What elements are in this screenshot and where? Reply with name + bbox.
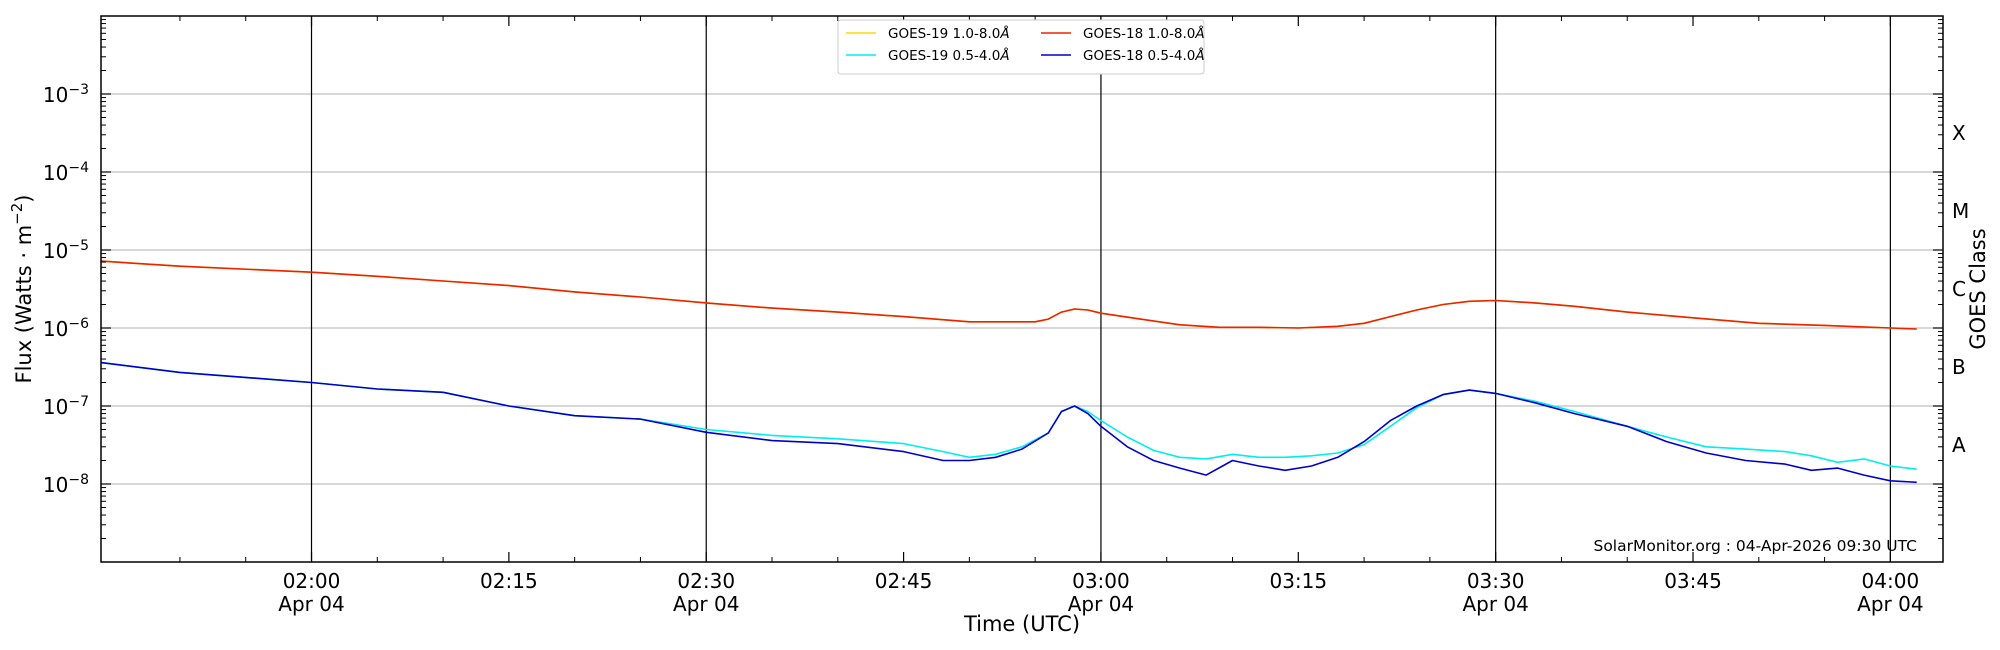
- goes-class-label: C: [1952, 277, 1966, 301]
- axis-ticks: [101, 16, 1943, 562]
- legend-item: GOES-18 1.0-8.0Å: [1041, 25, 1205, 42]
- legend-items: GOES-19 1.0-8.0Å GOES-18 1.0-8.0ÅGOES-19 …: [846, 25, 1205, 64]
- credit-text: SolarMonitor.org : 04-Apr-2026 09:30 UTC: [1593, 537, 1917, 555]
- x-tick-label: 02:45: [875, 569, 933, 593]
- goes-class-label: B: [1952, 355, 1966, 379]
- y-tick-label: 10−5: [43, 238, 89, 263]
- y-tick-exponent: −7: [68, 394, 89, 410]
- y-tick-exponent: −6: [68, 316, 89, 332]
- goes-class-label: M: [1952, 199, 1969, 223]
- legend-item: GOES-19 1.0-8.0Å: [846, 25, 1010, 42]
- legend-label-unit: Å: [999, 47, 1009, 64]
- legend-label-text: GOES-18 0.5-4.0: [1083, 48, 1195, 64]
- legend-label: GOES-19 1.0-8.0Å: [888, 25, 1010, 42]
- y-tick-exponent: −5: [68, 238, 89, 254]
- legend-label: GOES-18 1.0-8.0Å: [1083, 25, 1205, 42]
- x-tick-date: Apr 04: [1068, 592, 1134, 616]
- x-tick-label: 03:00: [1072, 569, 1130, 593]
- y-tick-exponent: −8: [68, 472, 89, 488]
- x-tick-date: Apr 04: [673, 592, 739, 616]
- x-tick-label: 02:15: [480, 569, 538, 593]
- y-tick-label: 10−8: [43, 472, 89, 497]
- x-tick-label: 02:30: [677, 569, 735, 593]
- legend-label-unit: Å: [1194, 47, 1204, 64]
- series-line-2: [100, 361, 1917, 470]
- legend-label-text: GOES-19 0.5-4.0: [888, 48, 1000, 64]
- y-tick-base: 10: [43, 395, 68, 419]
- y-tick-base: 10: [43, 473, 68, 497]
- y-tick-base: 10: [43, 161, 68, 185]
- x-tick-date: Apr 04: [1462, 592, 1528, 616]
- goes-class-axis-title: GOES Class: [1966, 228, 1990, 349]
- legend-label-unit: Å: [999, 25, 1009, 42]
- legend-label: GOES-19 0.5-4.0Å: [888, 47, 1010, 64]
- x-axis-title: Time (UTC): [963, 612, 1080, 636]
- legend-label-unit: Å: [1194, 25, 1204, 42]
- y-tick-base: 10: [43, 317, 68, 341]
- y-tick-exponent: −3: [68, 82, 89, 98]
- y-tick-base: 10: [43, 83, 68, 107]
- y-axis-title-close: ): [12, 194, 36, 202]
- y-tick-base: 10: [43, 239, 68, 263]
- goes-class-label: A: [1952, 433, 1966, 457]
- y-tick-label: 10−4: [43, 160, 89, 185]
- legend: GOES-19 1.0-8.0Å GOES-18 1.0-8.0ÅGOES-19 …: [837, 19, 1205, 75]
- series-line-0: [100, 260, 1917, 330]
- plot-area-frame: [100, 15, 1944, 563]
- x-tick-label: 03:45: [1664, 569, 1722, 593]
- x-tick-label: 03:15: [1269, 569, 1327, 593]
- goes-class-label: X: [1952, 121, 1966, 145]
- x-tick-label: 03:30: [1467, 569, 1525, 593]
- y-axis-title-exponent: −2: [8, 203, 26, 225]
- series-line-1: [100, 260, 1917, 330]
- x-tick-date: Apr 04: [1857, 592, 1923, 616]
- legend-box: [837, 19, 1205, 75]
- y-axis-title: Flux (Watts · m−2): [8, 194, 36, 383]
- y-axis-title-main: Flux (Watts · m: [12, 225, 36, 384]
- x-tick-date: Apr 04: [278, 592, 344, 616]
- y-tick-label: 10−6: [43, 316, 89, 341]
- x-tick-label: 04:00: [1862, 569, 1920, 593]
- series-layer: [100, 260, 1917, 484]
- goes-class-labels: A B C M X: [1952, 121, 1969, 457]
- legend-item: GOES-19 0.5-4.0Å: [846, 47, 1010, 64]
- grid-layer: [101, 93, 1943, 485]
- y-tick-label: 10−7: [43, 394, 89, 419]
- legend-label-text: GOES-18 1.0-8.0: [1083, 26, 1195, 42]
- y-tick-label: 10−3: [43, 82, 89, 107]
- series-line-3: [100, 361, 1917, 484]
- legend-item: GOES-18 0.5-4.0Å: [1041, 47, 1205, 64]
- legend-label-text: GOES-19 1.0-8.0: [888, 26, 1000, 42]
- y-tick-labels: 10−810−710−610−510−410−3: [43, 82, 89, 497]
- day-vertical-lines: [310, 16, 1891, 562]
- legend-label: GOES-18 0.5-4.0Å: [1083, 47, 1205, 64]
- y-tick-exponent: −4: [68, 160, 89, 176]
- x-tick-label: 02:00: [283, 569, 341, 593]
